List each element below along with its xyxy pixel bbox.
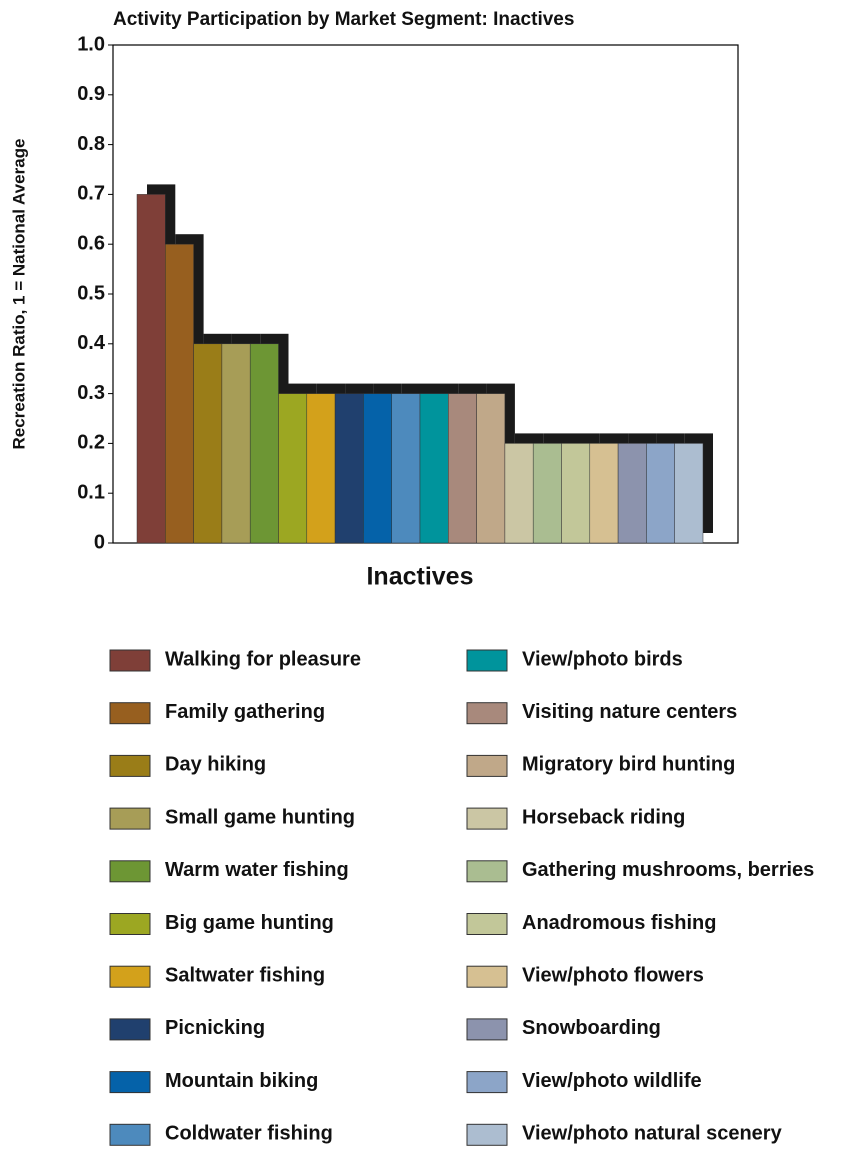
bar <box>448 393 477 544</box>
bar <box>419 393 449 544</box>
legend-swatch <box>466 754 508 777</box>
y-tick-label: 0.3 <box>77 382 105 404</box>
legend-swatch <box>466 649 508 672</box>
y-tick-label: 0.8 <box>77 133 105 155</box>
legend-swatch <box>466 1123 508 1146</box>
legend-label: View/photo wildlife <box>522 1070 702 1092</box>
bar <box>193 343 223 544</box>
legend-swatch <box>466 1071 508 1094</box>
bar <box>306 393 336 544</box>
y-tick-label: 0 <box>94 531 105 553</box>
legend-swatch <box>466 807 508 830</box>
legend-label: Walking for pleasure <box>165 648 361 670</box>
chart-title: Activity Participation by Market Segment… <box>113 9 574 30</box>
bar <box>561 443 591 544</box>
bar <box>674 443 704 544</box>
legend-swatch <box>109 1018 151 1041</box>
y-tick-label: 0.5 <box>77 282 105 304</box>
bar <box>334 393 364 544</box>
bar <box>391 393 421 544</box>
legend-label: Family gathering <box>165 701 325 723</box>
legend-label: View/photo birds <box>522 648 683 670</box>
bar <box>363 393 392 544</box>
legend-swatch <box>109 754 151 777</box>
legend-swatch <box>109 913 151 935</box>
y-tick-label: 0.6 <box>77 232 105 254</box>
legend-label: Coldwater fishing <box>165 1123 333 1145</box>
legend-label: Saltwater fishing <box>165 964 325 986</box>
bar <box>249 343 279 544</box>
y-tick-label: 1.0 <box>77 33 105 55</box>
legend-label: View/photo flowers <box>522 964 704 986</box>
legend-label: Gathering mushrooms, berries <box>522 859 814 881</box>
legend-label: Visiting nature centers <box>522 701 737 723</box>
legend-label: Big game hunting <box>165 912 334 934</box>
bar <box>617 443 647 544</box>
bar <box>278 393 308 544</box>
legend-swatch <box>466 913 508 935</box>
legend-label: View/photo natural scenery <box>522 1123 783 1145</box>
legend-label: Migratory bird hunting <box>522 754 735 776</box>
bar <box>476 393 506 544</box>
legend-swatch <box>109 649 151 672</box>
legend-swatch <box>466 860 508 883</box>
y-tick-label: 0.7 <box>77 183 105 205</box>
legend-label: Horseback riding <box>522 806 685 828</box>
legend-label: Anadromous fishing <box>522 912 716 934</box>
legend-swatch <box>109 702 151 725</box>
legend-swatch <box>466 965 508 988</box>
bar <box>504 443 534 544</box>
y-tick-label: 0.1 <box>77 481 105 503</box>
legend-swatch <box>109 807 151 830</box>
legend-label: Warm water fishing <box>165 859 349 881</box>
y-tick-label: 0.2 <box>77 432 105 454</box>
legend-swatch <box>109 1071 151 1094</box>
bar <box>136 194 166 544</box>
y-axis-label: Recreation Ratio, 1 = National Average <box>9 139 28 450</box>
legend-label: Picnicking <box>165 1017 265 1039</box>
legend-label: Day hiking <box>165 754 266 776</box>
legend-label: Small game hunting <box>165 806 355 828</box>
y-tick-label: 0.9 <box>77 83 105 105</box>
legend-label: Mountain biking <box>165 1070 318 1092</box>
x-tick-label: Inactives <box>366 563 473 591</box>
bar <box>165 243 194 544</box>
legend-swatch <box>109 965 151 988</box>
bar <box>646 443 675 544</box>
legend-swatch <box>109 1123 151 1146</box>
bar <box>589 443 619 544</box>
legend-swatch <box>109 860 151 883</box>
y-tick-label: 0.4 <box>77 332 106 354</box>
legend-swatch <box>466 1018 508 1041</box>
bar <box>532 443 562 544</box>
bar <box>221 343 251 544</box>
legend-label: Snowboarding <box>522 1017 661 1039</box>
legend-swatch <box>466 702 508 725</box>
